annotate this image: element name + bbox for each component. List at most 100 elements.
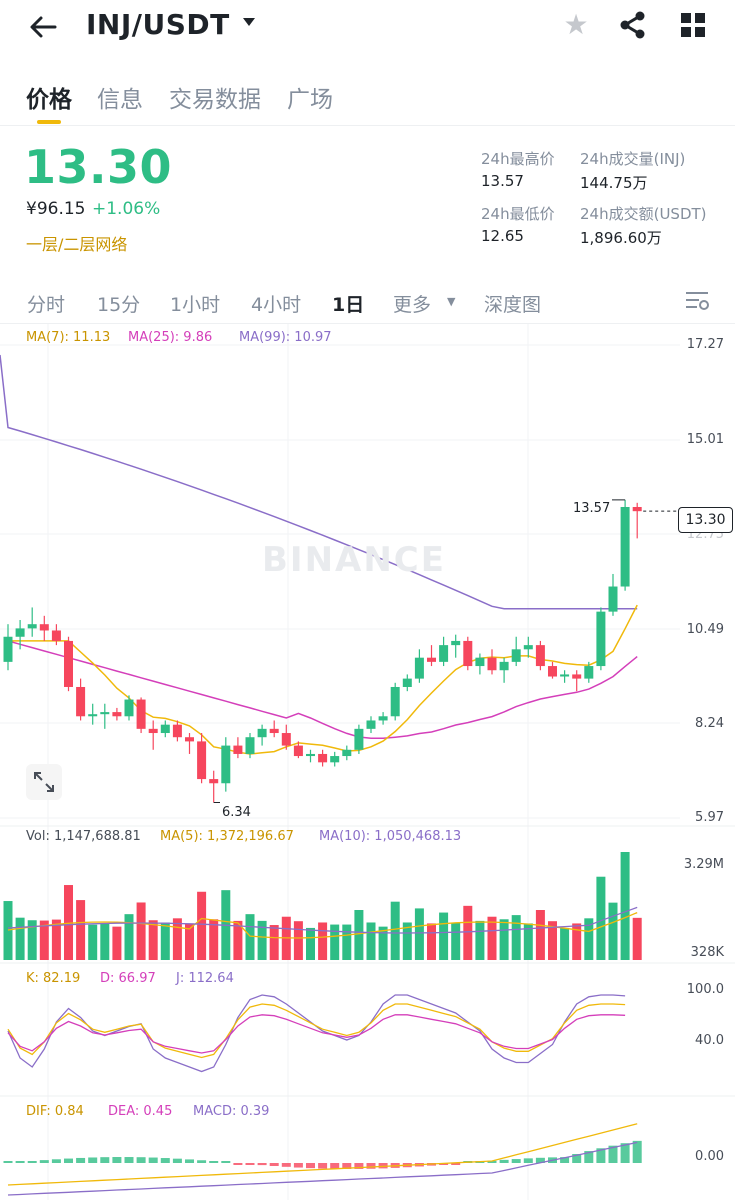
macd-histogram-bar xyxy=(51,1159,61,1163)
macd-histogram-bar xyxy=(257,1163,267,1166)
candle-body xyxy=(330,756,340,763)
macd-value-legend: MACD: 0.39 xyxy=(193,1104,270,1119)
price-axis-label: 10.49 xyxy=(686,622,724,637)
candle-body xyxy=(342,749,352,757)
candle-body xyxy=(306,753,315,757)
macd-histogram-bar xyxy=(209,1161,219,1163)
interval-time[interactable]: 分时 xyxy=(27,294,66,316)
interval-bar: 分时 15分 1小时 4小时 1日 更多 ▼ 深度图 xyxy=(0,280,735,324)
volume-bar xyxy=(124,914,134,960)
volume-ma5-line xyxy=(7,911,638,939)
macd-histogram-bar xyxy=(124,1157,134,1163)
macd-histogram-bar xyxy=(88,1157,98,1163)
chart-settings-icon[interactable] xyxy=(685,290,709,314)
volume-bar xyxy=(197,891,207,960)
macd-histogram-bar xyxy=(76,1157,86,1163)
volume-bar xyxy=(15,917,25,960)
trading-pair-title[interactable]: INJ/USDT xyxy=(86,8,230,41)
candle-body xyxy=(112,712,122,717)
volume-bar xyxy=(172,918,182,960)
interval-15m[interactable]: 15分 xyxy=(97,294,141,316)
volume-bar xyxy=(535,910,545,960)
candle-body xyxy=(293,745,303,757)
macd-histogram-bar xyxy=(221,1161,231,1163)
volume-bar xyxy=(112,926,122,960)
interval-depth[interactable]: 深度图 xyxy=(484,294,542,316)
candle-body xyxy=(366,720,376,729)
volume-bar xyxy=(185,923,194,960)
volume-bar xyxy=(463,905,473,960)
macd-histogram-bar xyxy=(572,1154,582,1163)
top-bar: INJ/USDT ★ xyxy=(0,0,735,56)
macd-histogram-bar xyxy=(523,1158,533,1163)
volume-bar xyxy=(608,902,618,960)
volume-bar xyxy=(76,900,86,960)
tab-info[interactable]: 信息 xyxy=(97,87,143,113)
candle-body xyxy=(148,728,158,734)
candle-body xyxy=(185,737,194,742)
candle-body xyxy=(100,712,110,715)
candle-body xyxy=(257,728,267,738)
macd-histogram-bar xyxy=(160,1158,170,1163)
macd-histogram-bar xyxy=(318,1163,328,1169)
interval-4h[interactable]: 4小时 xyxy=(251,294,302,316)
macd-histogram-bar xyxy=(499,1159,509,1163)
volume-bar xyxy=(148,920,158,960)
tab-square[interactable]: 广场 xyxy=(287,87,333,113)
macd-histogram-bar xyxy=(596,1148,606,1163)
page-tabs: 价格 信息 交易数据 广场 xyxy=(0,70,735,126)
macd-histogram-bar xyxy=(281,1163,291,1167)
vol-quote-label: 24h成交额(USDT) xyxy=(580,205,707,223)
kdj-axis-label: 100.0 xyxy=(686,982,724,997)
tab-price[interactable]: 价格 xyxy=(26,87,72,113)
macd-histogram-bar xyxy=(378,1163,388,1169)
expand-icon[interactable] xyxy=(26,764,62,800)
grid-icon[interactable] xyxy=(680,12,708,40)
caret-down-icon[interactable] xyxy=(242,12,256,31)
volume-bar xyxy=(306,927,315,960)
share-icon[interactable] xyxy=(618,10,650,42)
ma99-line xyxy=(0,354,638,610)
volume-bar xyxy=(427,923,436,960)
active-tab-indicator xyxy=(37,120,61,124)
volume-ma5-legend: MA(5): 1,372,196.67 xyxy=(160,829,294,844)
interval-1h[interactable]: 1小时 xyxy=(170,294,221,316)
interval-more[interactable]: 更多 xyxy=(393,294,432,316)
interval-1d[interactable]: 1日 xyxy=(332,294,365,316)
back-arrow-icon[interactable] xyxy=(26,10,60,44)
macd-histogram-bar xyxy=(185,1159,194,1163)
macd-histogram-bar xyxy=(27,1161,37,1163)
volume-bar xyxy=(523,923,533,960)
candle-body xyxy=(160,724,170,734)
volume-bar xyxy=(451,922,461,960)
volume-bar xyxy=(318,922,328,960)
macd-histogram-bar xyxy=(293,1163,303,1168)
macd-histogram-bar xyxy=(608,1145,618,1163)
volume-bar xyxy=(27,920,37,960)
category-tag[interactable]: 一层/二层网络 xyxy=(26,235,128,254)
candle-body xyxy=(632,506,642,512)
price-axis-label: 17.27 xyxy=(686,337,724,352)
kdj-j-legend: J: 112.64 xyxy=(176,971,234,986)
macd-dea-legend: DEA: 0.45 xyxy=(108,1104,173,1119)
candle-body xyxy=(281,733,291,746)
candle-body xyxy=(572,674,582,679)
star-icon[interactable]: ★ xyxy=(563,8,589,41)
volume-bar xyxy=(414,908,424,960)
macd-histogram-bar xyxy=(487,1160,497,1163)
volume-bar xyxy=(39,920,49,960)
candle-body xyxy=(172,724,182,738)
candle-body xyxy=(439,645,449,662)
macd-histogram-bar xyxy=(100,1157,110,1163)
macd-histogram-bar xyxy=(148,1157,158,1163)
candle-body xyxy=(475,657,485,667)
volume-bar xyxy=(511,915,521,960)
candle-body xyxy=(197,741,207,780)
kline-chart[interactable] xyxy=(0,324,735,1200)
candle-body xyxy=(209,779,219,784)
candle-body xyxy=(390,686,400,717)
macd-histogram-bar xyxy=(620,1143,630,1163)
tab-trading-data[interactable]: 交易数据 xyxy=(169,87,261,113)
ma99-legend: MA(99): 10.97 xyxy=(239,330,332,345)
kdj-k-legend: K: 82.19 xyxy=(26,971,81,986)
